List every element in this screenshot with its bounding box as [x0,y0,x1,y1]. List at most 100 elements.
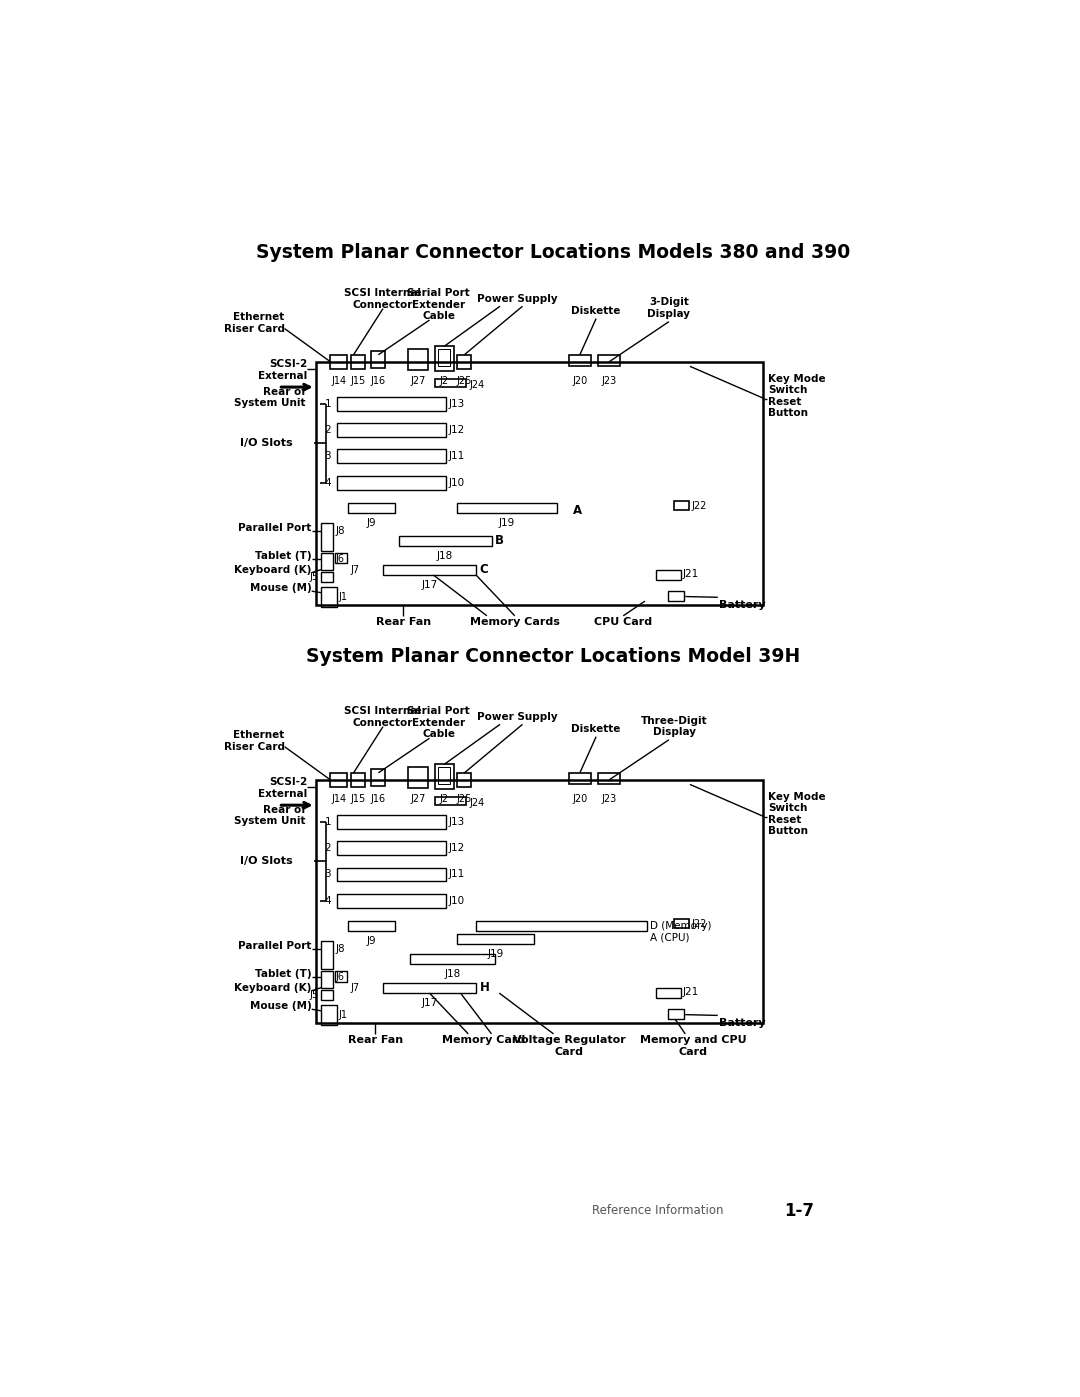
Text: J20: J20 [572,793,588,803]
Text: 4: 4 [324,478,332,488]
Bar [410,954,496,964]
Text: J13: J13 [449,400,465,409]
Text: Button: Button [768,408,808,418]
Text: Power Supply: Power Supply [476,711,557,722]
Text: Parallel Port: Parallel Port [239,522,312,534]
Text: J27: J27 [410,793,426,803]
Text: Extender: Extender [413,300,465,310]
Text: Connector: Connector [353,300,414,310]
Bar [399,535,491,546]
Text: Ethernet: Ethernet [233,312,284,323]
Text: I/O Slots: I/O Slots [241,856,293,866]
Text: Rear of: Rear of [262,387,306,397]
Bar [656,988,680,997]
Text: A: A [572,504,582,517]
Text: J5: J5 [310,989,319,1000]
Text: Voltage Regulator: Voltage Regulator [513,1035,625,1045]
Bar [337,475,446,489]
Bar [674,919,689,929]
Text: Riser Card: Riser Card [224,324,284,334]
Text: J24: J24 [469,380,484,390]
Text: J22: J22 [691,500,706,511]
Bar [669,591,684,601]
Text: Parallel Port: Parallel Port [239,942,312,951]
Text: Battery: Battery [718,1018,766,1028]
Text: J20: J20 [572,376,588,386]
Text: Reference Information: Reference Information [593,1204,724,1218]
Text: Switch: Switch [768,803,808,813]
Bar [351,773,365,787]
Text: Tablet (T): Tablet (T) [255,550,312,560]
Text: Keyboard (K): Keyboard (K) [234,982,312,993]
Text: Switch: Switch [768,386,808,395]
Text: Tablet (T): Tablet (T) [255,970,312,979]
Text: Rear Fan: Rear Fan [376,617,431,627]
Text: Memory Card: Memory Card [442,1035,525,1045]
Text: System Planar Connector Locations Models 380 and 390: System Planar Connector Locations Models… [256,243,851,261]
Bar [458,773,471,787]
Bar [435,380,465,387]
Text: SCSI-2: SCSI-2 [269,777,307,787]
Text: Card: Card [678,1046,707,1056]
Text: Keyboard (K): Keyboard (K) [234,564,312,574]
Text: Ethernet: Ethernet [233,731,284,740]
Text: 1: 1 [324,400,332,409]
Text: J25: J25 [457,793,472,803]
Text: Mouse (M): Mouse (M) [249,583,312,594]
Bar [656,570,680,580]
Text: J7: J7 [350,564,360,576]
Text: Card: Card [554,1046,583,1056]
Text: Three-Digit: Three-Digit [642,715,707,725]
Text: D (Memory): D (Memory) [650,921,712,930]
Bar [438,767,450,784]
Text: C: C [480,563,488,576]
Text: J18: J18 [445,970,461,979]
Bar [321,587,337,606]
Bar [315,362,762,605]
Text: H: H [480,981,489,995]
Text: 3: 3 [324,869,332,880]
Bar [337,841,446,855]
Text: SCSI Internal: SCSI Internal [345,288,421,298]
Text: J18: J18 [437,550,454,562]
Bar [348,921,394,930]
Bar [383,564,476,576]
Text: Reset: Reset [768,814,801,824]
Bar [337,894,446,908]
Bar [337,450,446,464]
Text: System Planar Connector Locations Model 39H: System Planar Connector Locations Model … [307,647,800,666]
Text: Serial Port: Serial Port [407,288,470,298]
Text: J9: J9 [366,518,376,528]
Text: Battery: Battery [718,599,766,610]
Text: J1: J1 [339,591,348,602]
Bar [372,351,386,367]
Text: Power Supply: Power Supply [476,293,557,303]
Text: J11: J11 [449,451,465,461]
Text: Riser Card: Riser Card [224,742,284,752]
Text: J27: J27 [410,376,426,386]
Bar [315,780,762,1023]
Bar [337,868,446,882]
Text: J5: J5 [310,571,319,581]
Text: 2: 2 [324,844,332,854]
Text: J23: J23 [602,376,617,386]
Text: J12: J12 [449,844,465,854]
Text: J2: J2 [440,376,449,386]
Text: J13: J13 [449,817,465,827]
Text: J10: J10 [449,478,465,488]
Text: J17: J17 [421,580,437,591]
Bar [321,571,334,583]
Bar [435,764,454,789]
Text: SCSI Internal: SCSI Internal [345,707,421,717]
Text: Diskette: Diskette [571,724,621,733]
Bar [351,355,365,369]
Bar [321,553,334,570]
Bar [321,1006,337,1024]
Text: J6: J6 [336,553,345,564]
Text: 3: 3 [324,451,332,461]
Text: Memory Cards: Memory Cards [470,617,559,627]
Bar [335,553,348,563]
Text: External: External [258,789,307,799]
Bar [321,942,334,970]
Text: J21: J21 [683,569,699,580]
